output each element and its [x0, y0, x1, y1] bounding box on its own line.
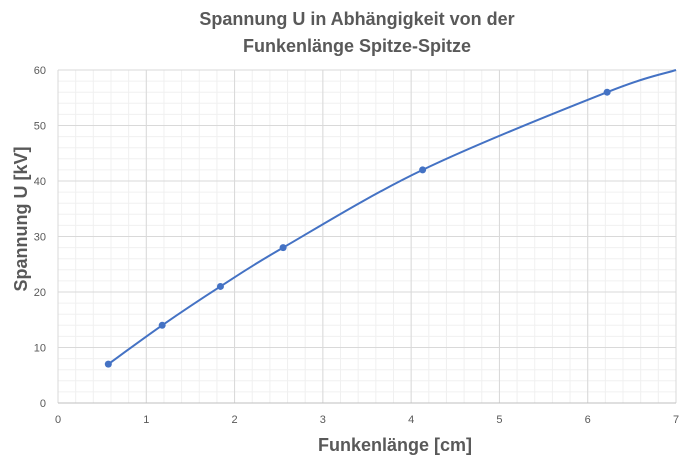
x-tick-label: 4 [408, 414, 414, 426]
chart-title-line-2: Funkenlänge Spitze-Spitze [243, 36, 471, 56]
y-tick-label: 20 [34, 287, 46, 299]
y-tick-label: 50 [34, 121, 46, 133]
y-tick-label: 10 [34, 343, 46, 355]
tick-labels: 0 1 2 3 4 5 6 7 0 10 20 30 40 50 60 [34, 65, 679, 426]
data-point [419, 166, 427, 174]
x-tick-label: 0 [55, 414, 61, 426]
x-tick-label: 6 [585, 414, 591, 426]
y-tick-label: 0 [40, 398, 46, 410]
series-line [107, 69, 677, 365]
data-point [104, 360, 112, 368]
y-tick-label: 30 [34, 232, 46, 244]
chart-title-line-1: Spannung U in Abhängigkeit von der [199, 9, 514, 29]
y-tick-label: 40 [34, 176, 46, 188]
x-axis-title: Funkenlänge [cm] [318, 435, 472, 455]
data-point [279, 244, 287, 252]
x-tick-label: 5 [496, 414, 502, 426]
y-tick-label: 60 [34, 65, 46, 77]
x-tick-label: 3 [320, 414, 326, 426]
x-tick-label: 2 [232, 414, 238, 426]
data-point [216, 282, 224, 290]
data-point [603, 88, 611, 96]
series [104, 69, 677, 368]
grid [57, 69, 677, 404]
x-tick-label: 1 [143, 414, 149, 426]
data-point [158, 321, 166, 329]
x-tick-label: 7 [673, 414, 679, 426]
y-axis-title: Spannung U [kV] [11, 147, 31, 292]
